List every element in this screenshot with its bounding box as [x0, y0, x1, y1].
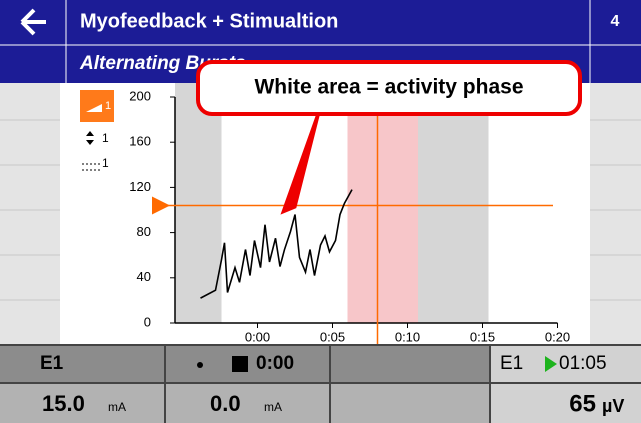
channel-label: E1	[40, 353, 64, 374]
y-tick-label: 200	[129, 88, 151, 103]
phase-band	[418, 83, 489, 323]
callout-box	[196, 60, 582, 116]
play-icon[interactable]	[545, 356, 557, 372]
y-tick-label: 120	[129, 179, 151, 194]
channel-label: E1	[500, 353, 523, 374]
callout: White area = activity phase	[196, 60, 582, 215]
elapsed-time: 01:05	[559, 353, 607, 374]
phase-band	[175, 83, 222, 323]
y-tick-label: 40	[137, 269, 151, 284]
screen-title: Myofeedback + Stimualtion	[80, 10, 338, 32]
emg-unit: µV	[602, 396, 624, 416]
status-bar: E1 0:00 E1 01:05 15.0 mA 0.0 mA 65 µV	[0, 344, 641, 423]
x-tick-label: 0:15	[470, 329, 495, 344]
callout-arrow	[280, 107, 322, 215]
gain-value: 1	[105, 100, 111, 112]
gain-icon[interactable]	[80, 90, 114, 122]
timer: 0:00	[256, 353, 294, 374]
current-unit: mA	[264, 400, 282, 414]
y-tick-label: 80	[137, 224, 151, 239]
status-cell	[0, 383, 490, 423]
header-bar	[0, 0, 641, 45]
scale-value: 1	[102, 131, 109, 145]
emg-trace	[200, 189, 353, 299]
phase-band	[347, 83, 418, 323]
page-number: 4	[611, 13, 620, 30]
bullet	[197, 362, 203, 368]
emg-value: 65	[569, 390, 596, 417]
scale-glyph	[86, 131, 94, 145]
average-glyph	[82, 163, 100, 171]
x-tick-label: 0:05	[320, 329, 345, 344]
gain-glyph	[86, 104, 102, 112]
current-unit: mA	[108, 400, 126, 414]
y-tick-label: 0	[144, 314, 151, 329]
x-tick-label: 0:10	[395, 329, 420, 344]
plot: 0 40 80 120 160 200 0:00 0:05 0:10 0:15 0:20	[129, 83, 570, 345]
stop-icon[interactable]	[232, 356, 248, 372]
current-value: 15.0	[42, 391, 85, 416]
side-grid	[0, 119, 641, 301]
callout-text: White area = activity phase	[254, 76, 523, 99]
x-tick-label: 0:00	[245, 329, 270, 344]
y-tick-label: 160	[129, 134, 151, 149]
x-tick-label: 0:20	[545, 329, 570, 344]
threshold-marker	[152, 196, 170, 215]
back-button[interactable]	[20, 8, 46, 36]
plot-area	[60, 83, 590, 345]
average-value: 1	[102, 156, 109, 170]
current-value: 0.0	[210, 391, 241, 416]
